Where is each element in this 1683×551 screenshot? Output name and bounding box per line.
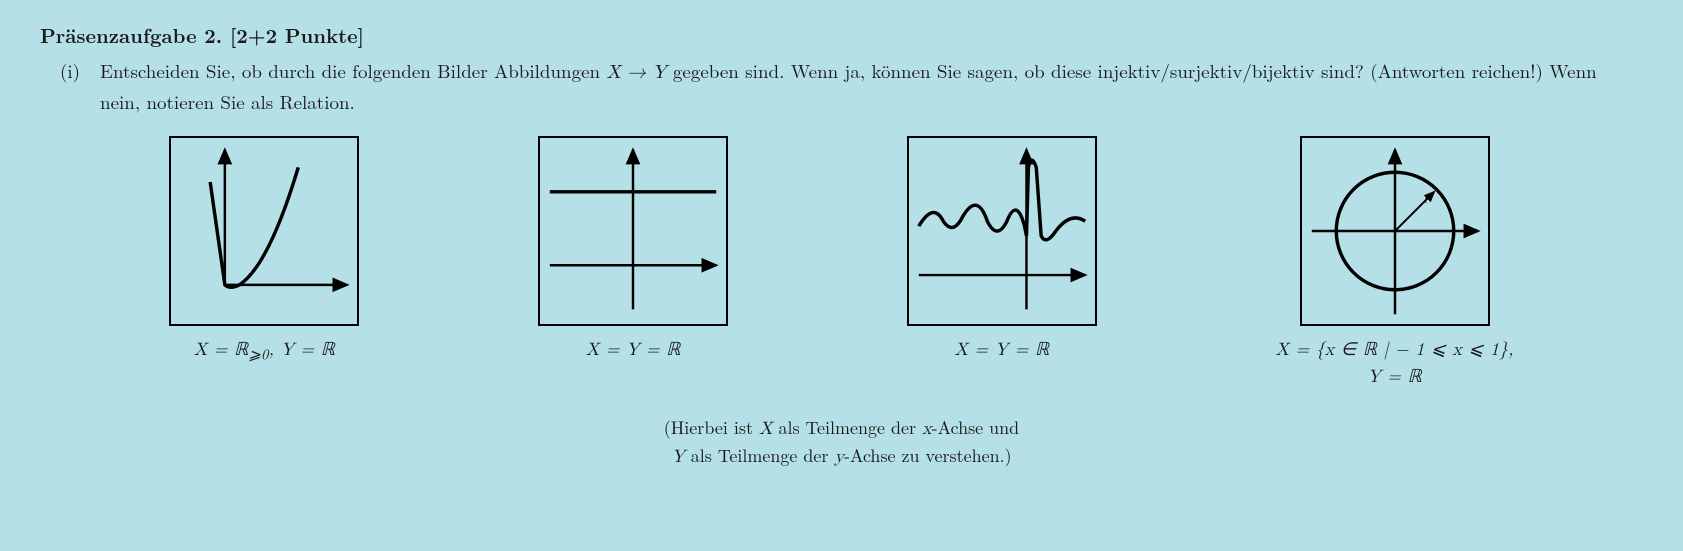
- footnote-line2-part2: -Achse zu verstehen.): [844, 443, 1012, 468]
- footnote-math-x: X: [759, 420, 773, 438]
- footnote: (Hierbei ist X als Teilmenge der x-Achse…: [40, 415, 1643, 469]
- footnote-line2-part1: als Teilmenge der: [685, 443, 835, 468]
- curve: [211, 167, 299, 287]
- wavy-curve: [919, 160, 1085, 240]
- item-i: (i) Entscheiden Sie, ob durch die folgen…: [60, 57, 1643, 116]
- figures-row: X = ℝ⩾0, Y = ℝ X = Y = ℝ: [40, 136, 1643, 390]
- figure-3-svg: [907, 136, 1097, 326]
- footnote-math-xaxis: x: [922, 420, 932, 438]
- item-label: (i): [60, 57, 90, 116]
- item-text-part1: Entscheiden Sie, ob durch die folgenden …: [100, 57, 606, 84]
- figure-3-caption: X = Y = ℝ: [954, 336, 1049, 363]
- footnote-math-yaxis: y: [834, 448, 844, 466]
- figure-4-svg: 1: [1300, 136, 1490, 326]
- title-label: Präsenzaufgabe 2.: [40, 20, 222, 49]
- figure-1-caption: X = ℝ⩾0, Y = ℝ: [194, 336, 335, 365]
- item-math-xy: X → Y: [606, 63, 666, 82]
- figure-1: X = ℝ⩾0, Y = ℝ: [169, 136, 359, 390]
- title-points: [2+2 Punkte]: [230, 20, 364, 49]
- footnote-line1-part3: -Achse und: [932, 415, 1020, 440]
- figure-2: X = Y = ℝ: [538, 136, 728, 390]
- figure-2-caption: X = Y = ℝ: [586, 336, 681, 363]
- exercise-title: Präsenzaufgabe 2. [2+2 Punkte]: [40, 20, 1643, 49]
- footnote-line1-part2: als Teilmenge der: [772, 415, 922, 440]
- figure-4-caption: X = {x ∈ ℝ | − 1 ⩽ x ⩽ 1}, Y = ℝ: [1276, 336, 1514, 390]
- item-text: Entscheiden Sie, ob durch die folgenden …: [100, 57, 1643, 116]
- label-1: 1: [1421, 188, 1428, 207]
- figure-2-svg: [538, 136, 728, 326]
- footnote-line1-part1: (Hierbei ist: [664, 415, 759, 440]
- footnote-math-y: Y: [671, 448, 685, 466]
- figure-3: X = Y = ℝ: [907, 136, 1097, 390]
- figure-4: 1 X = {x ∈ ℝ | − 1 ⩽ x ⩽ 1}, Y = ℝ: [1276, 136, 1514, 390]
- figure-1-svg: [169, 136, 359, 326]
